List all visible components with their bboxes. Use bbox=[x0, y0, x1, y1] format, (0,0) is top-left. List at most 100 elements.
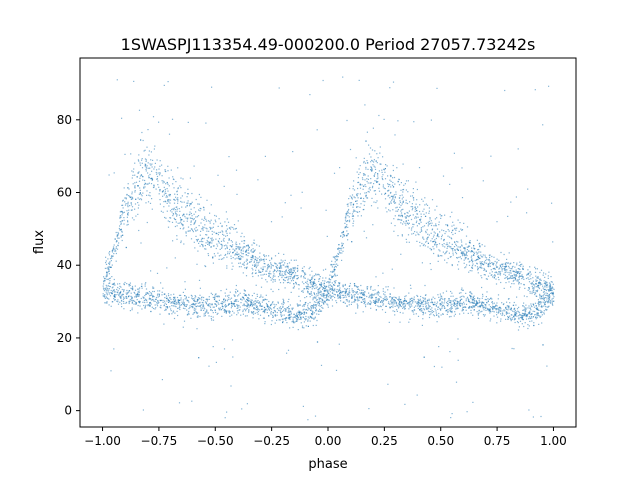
data-point bbox=[536, 308, 538, 310]
data-point bbox=[168, 194, 170, 196]
data-point bbox=[339, 252, 341, 254]
data-point bbox=[194, 304, 196, 306]
data-point bbox=[407, 302, 409, 304]
data-point bbox=[366, 303, 368, 305]
data-point bbox=[427, 221, 429, 223]
data-point bbox=[316, 313, 318, 315]
data-point bbox=[378, 114, 380, 117]
data-point bbox=[318, 280, 320, 282]
data-point bbox=[212, 346, 214, 348]
data-point bbox=[163, 201, 165, 203]
data-point bbox=[317, 291, 319, 293]
data-point bbox=[173, 178, 175, 181]
data-point bbox=[145, 288, 148, 290]
data-point bbox=[501, 312, 504, 314]
data-point bbox=[233, 300, 235, 302]
data-point bbox=[211, 239, 213, 241]
data-point bbox=[253, 311, 255, 313]
data-point bbox=[193, 241, 195, 243]
data-point bbox=[451, 413, 453, 415]
data-point bbox=[412, 188, 414, 190]
data-point bbox=[397, 307, 400, 309]
data-point bbox=[427, 237, 429, 239]
data-point bbox=[171, 211, 173, 213]
data-point bbox=[393, 299, 395, 301]
data-point bbox=[506, 258, 508, 260]
data-point bbox=[186, 300, 188, 302]
data-point bbox=[403, 302, 405, 304]
data-point bbox=[502, 268, 504, 270]
data-point bbox=[253, 301, 255, 303]
data-point bbox=[159, 160, 161, 162]
data-point bbox=[314, 285, 316, 287]
data-point bbox=[181, 201, 183, 203]
data-point bbox=[359, 172, 361, 174]
data-point bbox=[500, 281, 502, 284]
data-point bbox=[446, 262, 448, 264]
data-point bbox=[131, 196, 134, 198]
data-point bbox=[515, 271, 517, 273]
data-point bbox=[422, 314, 424, 316]
data-point bbox=[252, 248, 254, 250]
data-point bbox=[149, 173, 151, 176]
data-point bbox=[267, 267, 269, 269]
data-point bbox=[281, 318, 283, 320]
data-point bbox=[437, 233, 439, 235]
data-point bbox=[486, 259, 488, 261]
data-point bbox=[171, 118, 174, 120]
data-point bbox=[183, 305, 185, 307]
data-point bbox=[317, 289, 319, 291]
data-point bbox=[300, 317, 302, 319]
data-point bbox=[401, 203, 403, 205]
data-point bbox=[329, 287, 331, 289]
data-point bbox=[405, 238, 407, 240]
data-point bbox=[121, 300, 123, 302]
data-point bbox=[153, 168, 155, 170]
data-point bbox=[413, 306, 415, 308]
data-point bbox=[127, 292, 129, 294]
data-point bbox=[440, 309, 442, 311]
data-point bbox=[201, 301, 203, 304]
data-point bbox=[356, 194, 358, 196]
data-point bbox=[222, 306, 224, 308]
data-point bbox=[431, 222, 433, 224]
data-point bbox=[134, 285, 136, 287]
data-point bbox=[489, 260, 491, 262]
data-point bbox=[126, 224, 128, 226]
data-point bbox=[553, 288, 555, 290]
data-point bbox=[466, 296, 469, 298]
data-point bbox=[223, 185, 225, 187]
data-point bbox=[521, 314, 523, 316]
data-point bbox=[242, 313, 244, 315]
data-point bbox=[206, 300, 208, 302]
data-point bbox=[313, 305, 315, 307]
data-point bbox=[297, 284, 299, 286]
data-point bbox=[287, 349, 290, 351]
data-point bbox=[436, 228, 439, 230]
data-point bbox=[516, 264, 518, 266]
data-point bbox=[108, 270, 110, 272]
data-point bbox=[218, 218, 220, 220]
data-point bbox=[208, 244, 210, 246]
data-point bbox=[289, 276, 291, 278]
data-point bbox=[493, 302, 495, 304]
data-point bbox=[222, 303, 224, 305]
data-point bbox=[166, 195, 168, 197]
data-point bbox=[112, 255, 114, 257]
data-point bbox=[164, 192, 166, 194]
data-point bbox=[204, 245, 206, 247]
data-point bbox=[324, 280, 326, 282]
data-point bbox=[379, 301, 382, 303]
data-point bbox=[134, 186, 136, 188]
data-point bbox=[551, 303, 553, 305]
data-point bbox=[214, 297, 216, 299]
data-point bbox=[224, 310, 226, 313]
data-point bbox=[549, 287, 551, 289]
data-point bbox=[197, 302, 199, 304]
data-point bbox=[352, 203, 354, 205]
data-point bbox=[433, 248, 435, 250]
data-point bbox=[438, 296, 440, 298]
data-point bbox=[440, 215, 442, 217]
data-point bbox=[262, 268, 264, 270]
data-point bbox=[107, 291, 109, 293]
